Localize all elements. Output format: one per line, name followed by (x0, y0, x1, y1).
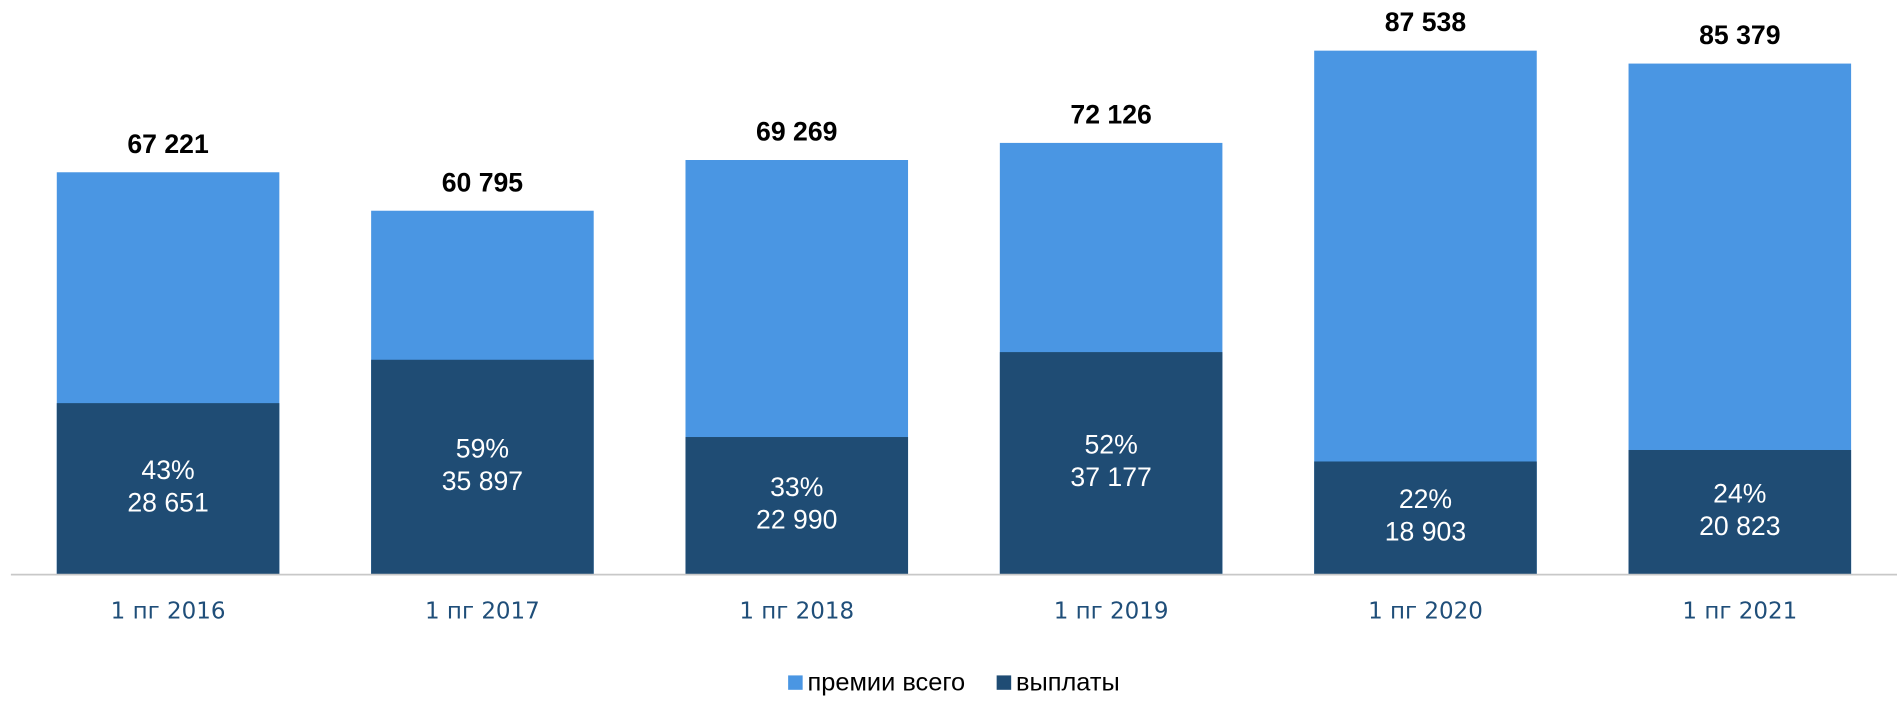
value-label: 28 651 (127, 488, 208, 518)
bar (1628, 449, 1852, 575)
value-label: 20 823 (1699, 511, 1780, 541)
x-tick-label: 1 пг 2021 (1682, 598, 1797, 624)
value-label: 22 990 (756, 504, 837, 534)
share-label: 59% (456, 433, 509, 463)
bar (371, 359, 594, 575)
total-label: 72 126 (1070, 100, 1151, 130)
bar (685, 437, 909, 575)
total-label: 85 379 (1699, 20, 1780, 50)
x-tick-label: 1 пг 2017 (425, 598, 540, 624)
total-label: 87 538 (1385, 7, 1466, 37)
share-label: 52% (1084, 430, 1137, 460)
share-label: 24% (1713, 479, 1766, 509)
value-label: 37 177 (1070, 462, 1151, 492)
x-tick-label: 1 пг 2019 (1054, 598, 1169, 624)
total-label: 60 795 (442, 167, 523, 197)
legend-label: выплаты (1016, 669, 1120, 697)
value-label: 35 897 (442, 466, 523, 496)
share-label: 22% (1399, 484, 1452, 514)
legend-swatch (996, 675, 1012, 690)
bar (1314, 461, 1537, 575)
share-label: 43% (141, 455, 194, 485)
x-tick-label: 1 пг 2016 (111, 598, 226, 624)
share-label: 33% (770, 472, 823, 502)
bar (56, 403, 280, 575)
value-label: 18 903 (1385, 517, 1466, 547)
legend-swatch (788, 675, 803, 690)
total-label: 67 221 (127, 129, 208, 159)
x-tick-label: 1 пг 2018 (739, 598, 854, 624)
bar (999, 352, 1223, 575)
x-tick-label: 1 пг 2020 (1368, 598, 1483, 624)
legend-label: премии всего (807, 669, 965, 697)
total-label: 69 269 (756, 117, 837, 147)
